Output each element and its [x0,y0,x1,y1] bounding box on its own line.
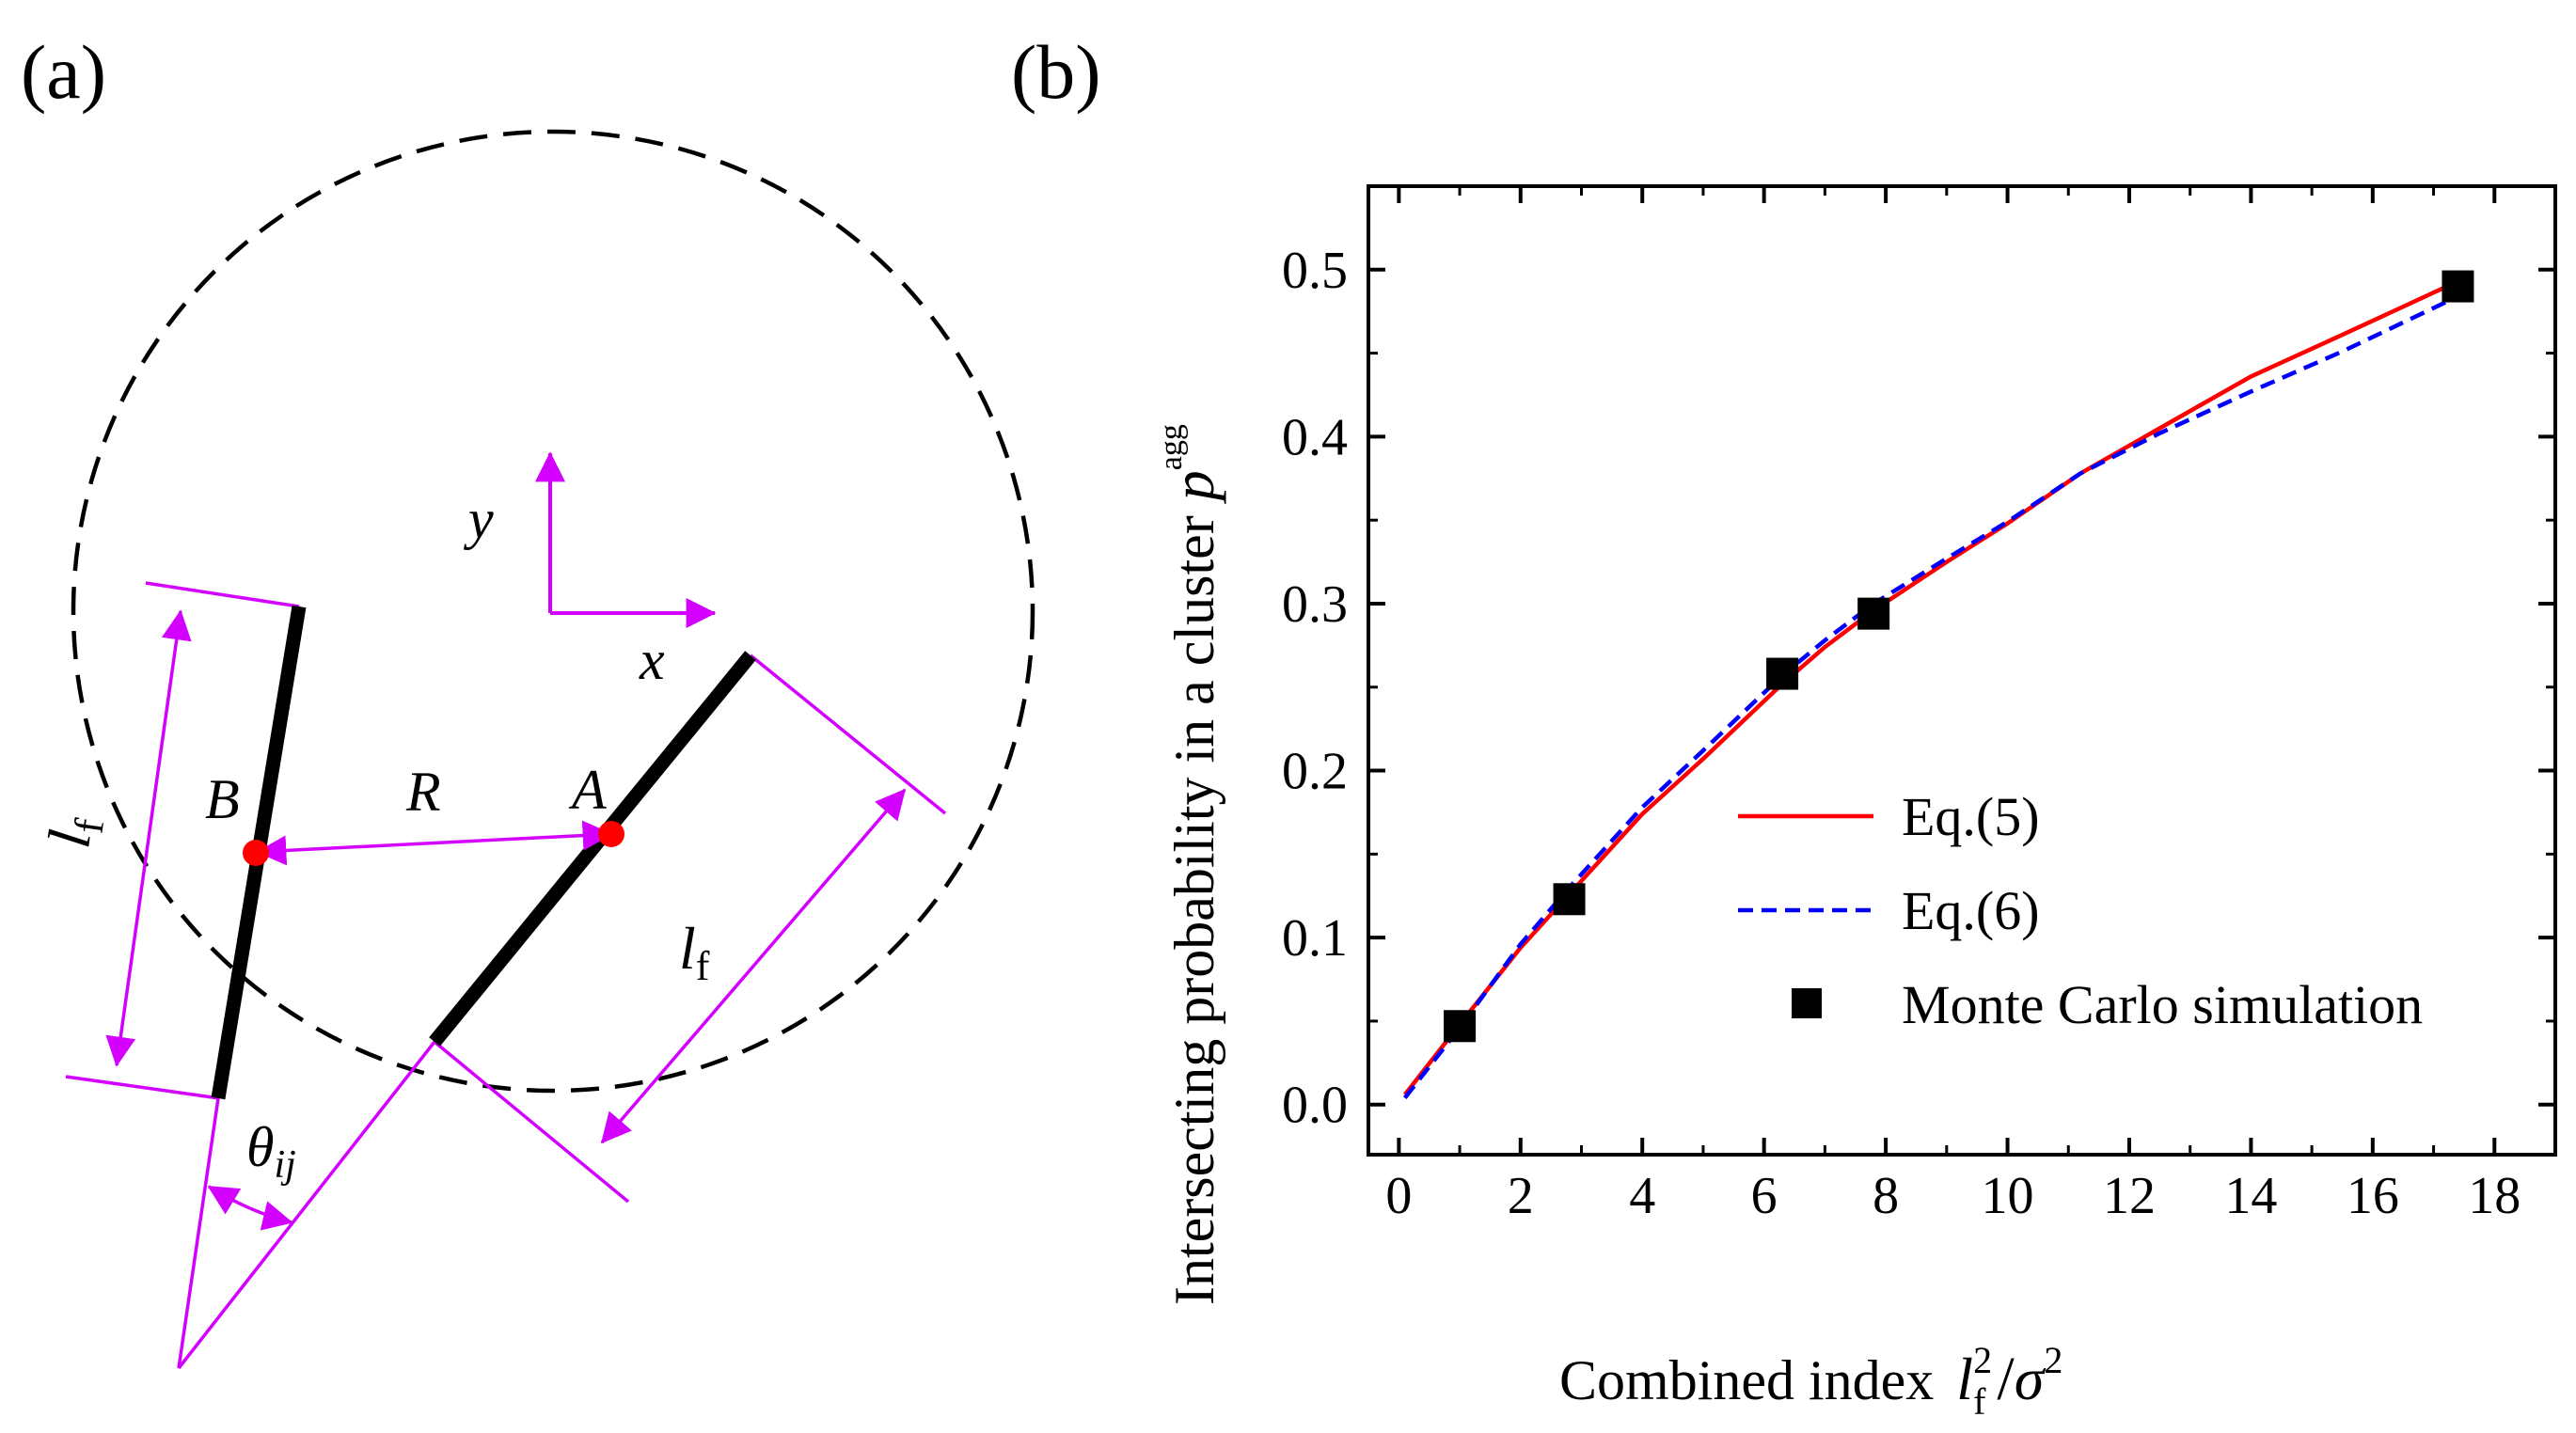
x-ticks: 0 2 4 6 8 10 12 14 16 18 [1385,186,2521,1225]
legend-label-eq5: Eq.(5) [1902,786,2040,847]
data-point-monte-carlo [1857,597,1890,630]
panel-a: (a) y x lf lf θij R [21,29,1035,1370]
legend: Eq.(5) Eq.(6) Monte Carlo simulation [1738,786,2423,1035]
x-tick-label: 18 [2468,1167,2521,1225]
y-tick-label: 0.3 [1282,575,1348,634]
distance-arrow [256,820,613,866]
y-tick-label: 0.0 [1282,1077,1348,1135]
x-tick-label: 6 [1751,1167,1778,1225]
influence-circle [71,129,1035,1094]
angle-label: θij [246,1116,296,1187]
center-point-a [598,821,624,847]
legend-label-mc: Monte Carlo simulation [1902,974,2423,1035]
x-tick-label: 0 [1385,1167,1412,1225]
series-line-eq5 [1403,279,2459,1096]
legend-swatch-mc [1792,988,1822,1018]
data-point-monte-carlo [2442,270,2474,303]
axis-y-label: y [463,488,494,550]
panel-b-label: (b) [1011,29,1101,115]
legend-label-eq6: Eq.(6) [1902,880,2040,941]
data-point-monte-carlo [1444,1010,1477,1043]
distance-label: R [405,761,441,823]
y-tick-label: 0.2 [1282,743,1348,801]
panel-b: (b) 0 2 4 6 8 10 12 14 16 18 0.0 0.1 0.2 0.3 0.4 0.5 E… [1011,29,2557,1423]
dim-ext-b-top [145,581,300,608]
point-a-label: A [568,759,607,821]
dim-arrow-a [600,788,907,1144]
dim-ext-b-bottom [65,1075,220,1100]
panel-a-label: (a) [21,29,106,115]
x-tick-label: 16 [2347,1167,2399,1225]
angle-arc [207,1185,293,1231]
y-tick-label: 0.5 [1282,242,1348,300]
angle-ray-a [177,1040,436,1370]
dim-ext-a-top [749,654,947,815]
length-label-a: lf [679,915,710,989]
y-tick-label: 0.1 [1282,909,1348,968]
dim-arrow-b [105,609,192,1067]
y-axis-title: Intersecting probability in a clusterpag… [1154,424,1226,1305]
y-tick-label: 0.4 [1282,408,1348,466]
dim-ext-a-bottom [433,1040,630,1204]
data-point-monte-carlo [1766,657,1799,690]
x-tick-label: 4 [1629,1167,1655,1225]
series-layer [1403,270,2474,1099]
x-tick-label: 8 [1873,1167,1899,1225]
axis-x-label: x [639,629,665,691]
series-line-eq6 [1403,294,2459,1099]
x-tick-label: 2 [1508,1167,1534,1225]
plot-frame [1367,184,2557,1157]
x-tick-label: 10 [1982,1167,2034,1225]
y-ticks: 0.0 0.1 0.2 0.3 0.4 0.5 [1282,242,2555,1135]
x-axis-title: Combined index l2 f/σ2 [1559,1339,2062,1423]
x-tick-label: 14 [2224,1167,2277,1225]
data-point-monte-carlo [1553,883,1586,916]
x-tick-label: 12 [2103,1167,2156,1225]
center-point-b [243,840,269,866]
point-b-label: B [205,768,240,830]
angle-ray-b [177,1097,220,1369]
length-label-b: lf [35,811,113,852]
